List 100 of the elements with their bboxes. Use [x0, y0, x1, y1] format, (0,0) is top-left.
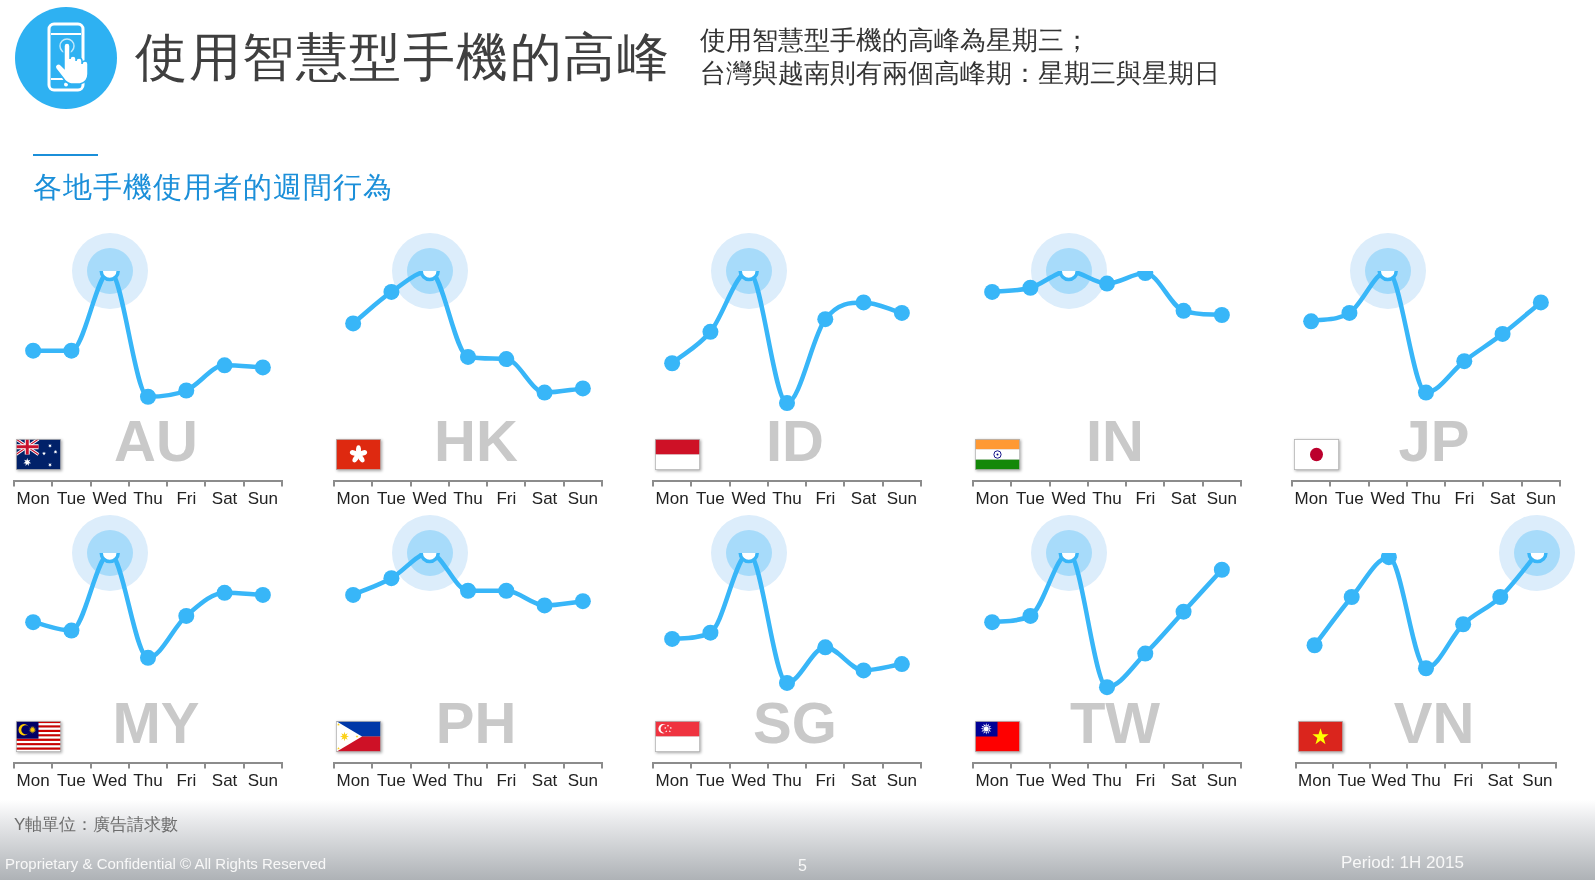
x-tick-label: Mon	[16, 489, 50, 509]
point	[1137, 645, 1154, 662]
point	[1455, 616, 1472, 633]
point	[855, 662, 872, 679]
x-tick-label: Fri	[815, 489, 836, 509]
x-tick-label: Mon	[336, 489, 370, 509]
x-tick-label: Fri	[1453, 771, 1474, 791]
text: Proprietary & Confidential © All Rights Reserved	[5, 855, 327, 874]
x-tick-label: Fri	[1454, 489, 1475, 509]
x-tick-label: Tue	[1016, 489, 1045, 509]
x-tick-label: Tue	[696, 489, 725, 509]
point	[1343, 589, 1360, 606]
point	[140, 649, 156, 666]
point	[536, 384, 553, 401]
x-tick-label: Mon	[336, 771, 370, 791]
x-tick-label: Sat	[850, 771, 877, 791]
point	[1175, 302, 1192, 319]
x-tick-label: Fri	[815, 771, 836, 791]
point	[178, 607, 195, 624]
x-tick-label: Mon	[655, 489, 689, 509]
point	[1099, 679, 1115, 696]
x-tick-label: Tue	[1337, 771, 1367, 791]
x-tick-label: Wed	[731, 771, 767, 791]
x-tick-label: Thu	[1092, 489, 1122, 509]
text: 5	[798, 856, 807, 876]
x-tick-label: Tue	[377, 489, 406, 509]
point	[254, 359, 271, 376]
x-tick-label: Sun	[247, 489, 278, 509]
point	[574, 380, 591, 397]
x-tick-label: Thu	[453, 771, 483, 791]
point	[1494, 325, 1511, 342]
x-tick-label: Sat	[1489, 489, 1516, 509]
point	[345, 315, 362, 332]
point	[893, 304, 910, 321]
point	[1341, 304, 1358, 321]
x-tick-label: Fri	[496, 489, 517, 509]
point	[984, 614, 1001, 631]
point	[817, 311, 834, 328]
x-tick-label: Sat	[1487, 771, 1514, 791]
x-tick-label: Sat	[211, 489, 238, 509]
x-tick-label: Fri	[176, 771, 197, 791]
x-tick-label: Mon	[975, 489, 1009, 509]
point	[1213, 561, 1230, 578]
x-tick-label: Tue	[377, 771, 406, 791]
point	[460, 348, 476, 365]
x-tick-label: Wed	[1370, 489, 1406, 509]
point	[216, 357, 233, 374]
text: Period: 1H 2015	[1341, 852, 1464, 874]
point	[498, 351, 515, 368]
point	[536, 597, 553, 614]
point	[25, 342, 42, 359]
point	[383, 570, 400, 587]
point	[1418, 384, 1434, 401]
x-tick-label: Thu	[133, 771, 163, 791]
x-tick-label: Sat	[531, 771, 558, 791]
point	[63, 342, 80, 359]
point	[216, 584, 233, 601]
point	[779, 395, 795, 412]
x-tick-label: Sun	[1206, 771, 1237, 791]
x-tick-label: Sun	[247, 771, 278, 791]
point	[574, 593, 591, 610]
point	[1022, 607, 1039, 624]
x-tick-label: Thu	[133, 489, 163, 509]
point	[460, 582, 476, 599]
text: 使用智慧型手機的高峰	[135, 27, 670, 88]
text: Y軸單位：廣告請求數	[14, 814, 179, 836]
x-tick-label: Sun	[886, 771, 917, 791]
x-tick-label: Sun	[1522, 771, 1553, 791]
x-tick-label: Mon	[1298, 771, 1332, 791]
x-tick-label: Sun	[567, 489, 598, 509]
point	[1099, 275, 1115, 292]
x-tick-label: Fri	[1135, 771, 1156, 791]
x-tick-label: Thu	[772, 771, 802, 791]
x-tick-label: Wed	[92, 771, 128, 791]
x-tick-label: Tue	[696, 771, 725, 791]
point	[383, 283, 400, 300]
point	[1306, 637, 1323, 654]
x-tick-label: Sun	[567, 771, 598, 791]
x-tick-label: Sat	[850, 489, 877, 509]
point	[664, 630, 681, 647]
point	[63, 622, 80, 639]
x-tick-label: Thu	[1411, 489, 1441, 509]
point	[1022, 279, 1039, 296]
x-tick-label: Sat	[531, 489, 558, 509]
point	[779, 674, 795, 691]
text: 各地手機使用者的週間行為	[33, 170, 393, 205]
point	[1532, 294, 1549, 311]
point	[140, 388, 156, 405]
x-tick-label: Tue	[1335, 489, 1364, 509]
point	[702, 624, 719, 641]
x-tick-label: Fri	[176, 489, 197, 509]
x-tick-label: Sat	[1170, 771, 1197, 791]
x-tick-label: Wed	[92, 489, 128, 509]
x-tick-label: Thu	[772, 489, 802, 509]
point	[345, 586, 362, 603]
point	[664, 355, 681, 372]
point	[817, 639, 834, 656]
x-tick-label: Fri	[496, 771, 517, 791]
x-tick-label: Tue	[1016, 771, 1045, 791]
x-tick-label: Wed	[412, 489, 448, 509]
